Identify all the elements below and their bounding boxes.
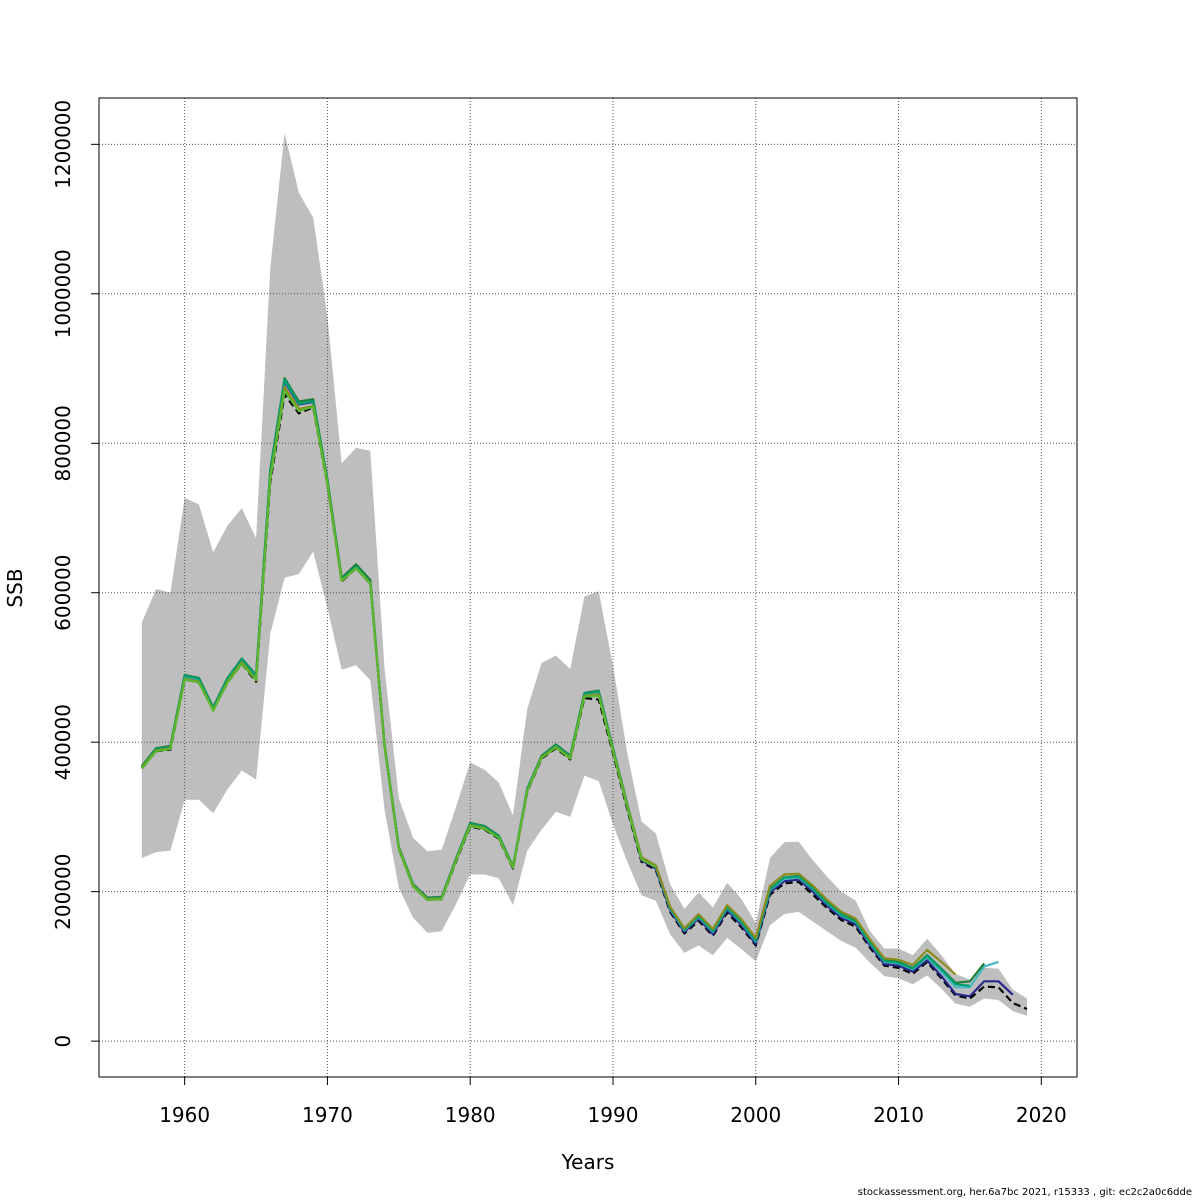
x-tick-label: 2020	[1016, 1103, 1067, 1127]
y-tick-label: 800000	[51, 405, 75, 481]
x-tick-label: 1970	[302, 1103, 353, 1127]
y-tick-label: 1000000	[51, 249, 75, 338]
series-layer	[140, 377, 1028, 1011]
x-tick-label: 1990	[588, 1103, 639, 1127]
y-tick-label: 1200000	[51, 100, 75, 189]
y-tick-label: 600000	[51, 555, 75, 631]
plot-frame	[98, 97, 1078, 1078]
series-line-6	[140, 389, 657, 902]
y-tick-label: 0	[51, 1035, 75, 1048]
confidence-band	[141, 133, 1028, 1016]
series-line-4	[140, 378, 971, 987]
x-axis-label: Years	[561, 1150, 615, 1174]
x-tick-label: 1960	[159, 1103, 210, 1127]
y-axis-label: SSB	[3, 568, 27, 607]
footer-credit: stockassessment.org, her.6a7bc 2021, r15…	[857, 1187, 1192, 1198]
axis-layer: 1960 1970 1980 1990 2000 2010 2020 0 200000 40000…	[51, 100, 1067, 1127]
x-tick-label: 1980	[445, 1103, 496, 1127]
x-tick-label: 2010	[873, 1103, 924, 1127]
x-tick-label: 2000	[730, 1103, 781, 1127]
y-tick-label: 400000	[51, 704, 75, 780]
confidence-band-layer	[141, 133, 1028, 1016]
y-tick-label: 200000	[51, 854, 75, 930]
